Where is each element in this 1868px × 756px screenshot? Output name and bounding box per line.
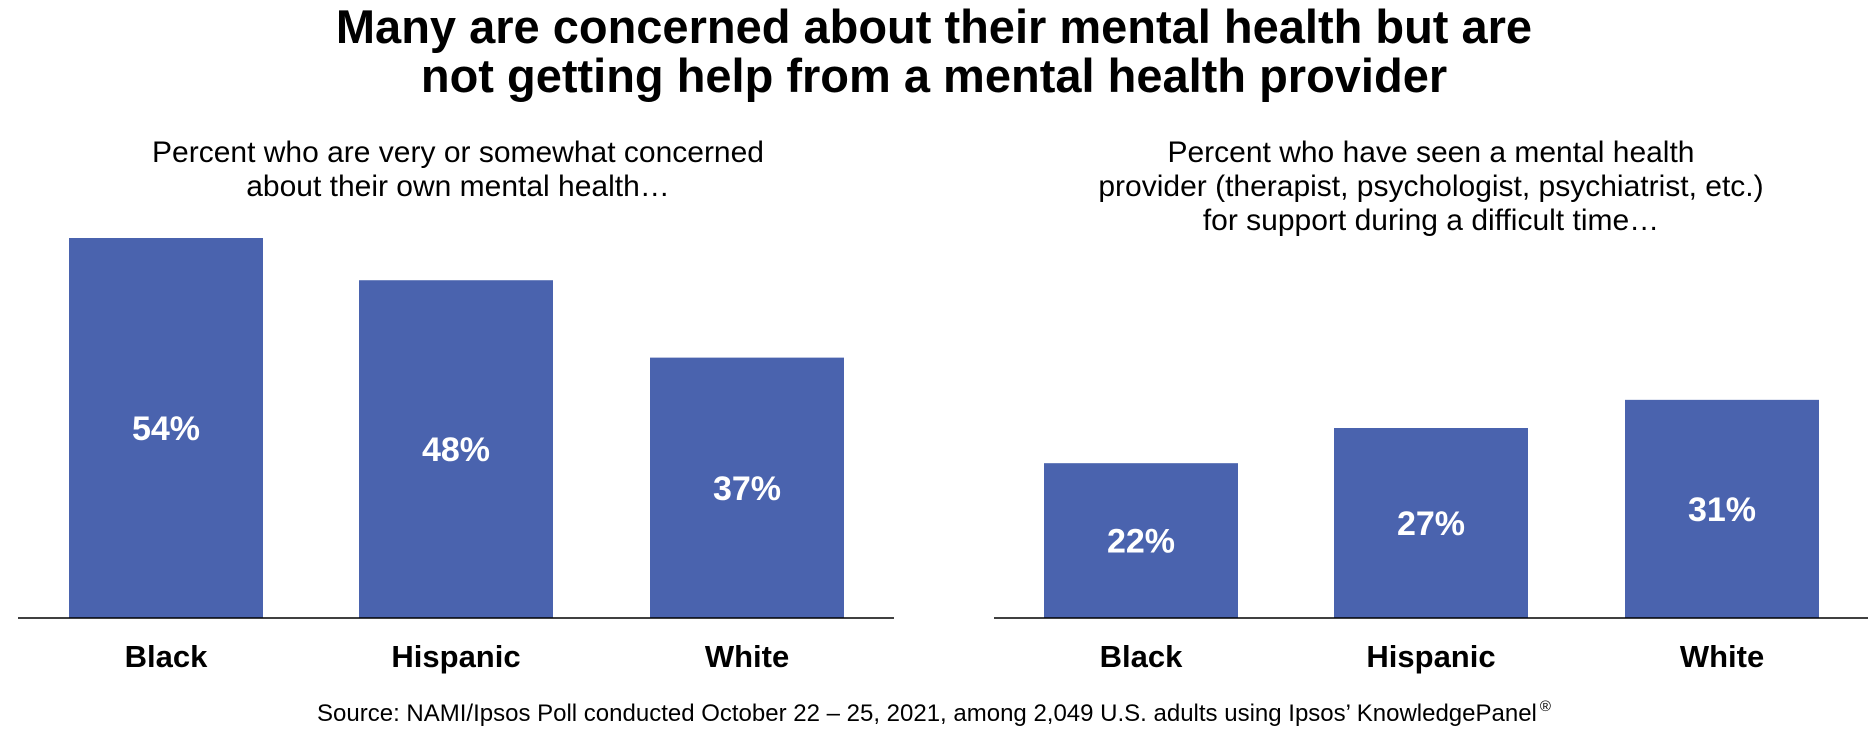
right-data-label-hispanic: 27% [1397, 505, 1465, 543]
chart-title-line-2: not getting help from a mental health pr… [420, 49, 1448, 102]
left-data-label-hispanic: 48% [422, 431, 490, 469]
left-category-label-black: Black [125, 639, 208, 674]
chart-title-line-1: Many are concerned about their mental he… [335, 0, 1533, 53]
right-category-label-hispanic: Hispanic [1366, 639, 1495, 674]
left-chart-subtitle: Percent who are very or somewhat concern… [38, 136, 878, 204]
left-data-label-black: 54% [132, 410, 200, 448]
right-data-label-black: 22% [1107, 523, 1175, 561]
right-category-label-black: Black [1100, 639, 1183, 674]
left-bar-hispanic [359, 280, 553, 618]
left-data-label-white: 37% [713, 470, 781, 508]
right-category-label-white: White [1680, 639, 1764, 674]
right-bar-white [1625, 399, 1819, 618]
right-bar-hispanic [1334, 428, 1528, 618]
right-bar-black [1044, 463, 1238, 618]
left-bar-white [650, 357, 844, 618]
chart-title: Many are concerned about their mental he… [0, 2, 1868, 100]
right-subtitle-line-2: provider (therapist, psychologist, psych… [1098, 170, 1764, 203]
right-subtitle-line-3: for support during a difficult time… [1202, 204, 1660, 237]
bar-charts: 54% Black 48% Hispanic 37% White 22% Black 27% Hi… [18, 238, 1868, 674]
left-category-label-white: White [705, 639, 789, 674]
right-data-label-white: 31% [1688, 491, 1756, 529]
left-subtitle-line-1: Percent who are very or somewhat concern… [152, 136, 764, 169]
registered-mark: ® [1539, 698, 1551, 715]
source-note: Source: NAMI/Ipsos Poll conducted Octobe… [0, 698, 1868, 728]
left-category-label-hispanic: Hispanic [391, 639, 520, 674]
left-subtitle-line-2: about their own mental health… [246, 170, 670, 203]
right-chart-subtitle: Percent who have seen a mental health pr… [994, 136, 1868, 238]
right-subtitle-line-1: Percent who have seen a mental health [1167, 136, 1695, 169]
left-bar-black [69, 238, 263, 618]
source-text: Source: NAMI/Ipsos Poll conducted Octobe… [317, 700, 1537, 727]
